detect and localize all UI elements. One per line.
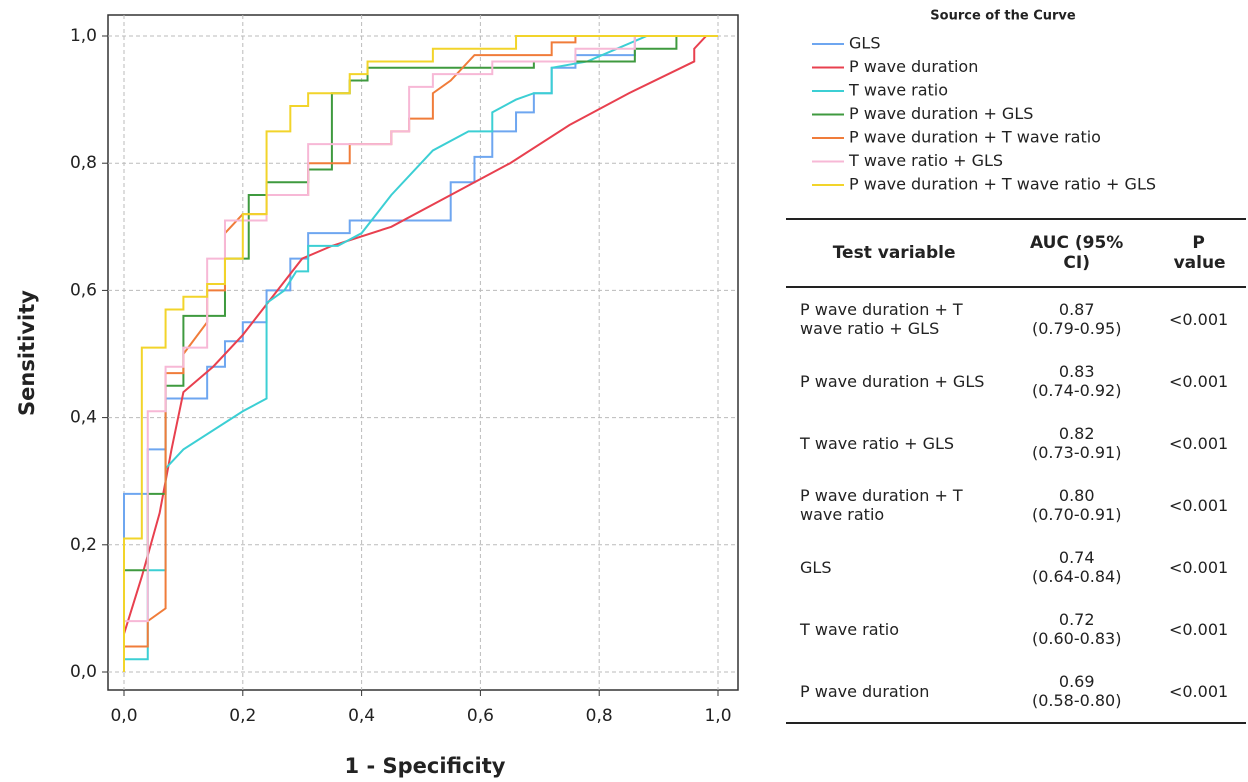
y-tick-label: 1,0 bbox=[70, 26, 97, 46]
variable-text: GLS bbox=[800, 557, 832, 577]
x-tick-label: 0,6 bbox=[467, 706, 494, 726]
auc-cell: 0.83 (0.74-0.92) bbox=[1002, 350, 1151, 412]
auc-value: 0.69 bbox=[1058, 672, 1095, 691]
auc-ci: (0.60-0.83) bbox=[1031, 629, 1122, 648]
auc-value: 0.87 bbox=[1058, 300, 1095, 319]
y-tick-label: 0,8 bbox=[70, 153, 97, 173]
table-row: P wave duration 0.69 (0.58-0.80) <0.001 bbox=[786, 660, 1246, 724]
variable-cell: P wave duration + GLS bbox=[786, 350, 1002, 412]
auc-ci: (0.70-0.91) bbox=[1031, 505, 1122, 524]
x-tick-label: 0,0 bbox=[110, 706, 137, 726]
auc-ci: (0.73-0.91) bbox=[1031, 443, 1122, 462]
p-cell: <0.001 bbox=[1168, 557, 1229, 577]
p-cell: <0.001 bbox=[1168, 433, 1229, 453]
x-tick-label: 0,8 bbox=[586, 706, 613, 726]
table-row: P wave duration + GLS 0.83 (0.74-0.92) <0.0… bbox=[786, 350, 1246, 412]
variable-cell: P wave duration + T wave ratio bbox=[786, 474, 1002, 536]
variable-text: P wave duration + T wave ratio + GLS bbox=[800, 300, 963, 338]
p-cell: <0.001 bbox=[1168, 619, 1229, 639]
y-tick-label: 0,0 bbox=[70, 662, 97, 682]
auc-cell: 0.87 (0.79-0.95) bbox=[1002, 287, 1151, 350]
variable-cell: P wave duration bbox=[786, 660, 1003, 724]
legend-label: P wave duration + T wave ratio + GLS bbox=[849, 175, 1156, 194]
table-row: GLS 0.74 (0.64-0.84) <0.001 bbox=[786, 536, 1246, 598]
auc-value: 0.74 bbox=[1058, 548, 1095, 567]
table-row: T wave ratio + GLS 0.82 (0.73-0.91) <0.001 bbox=[786, 412, 1246, 474]
variable-cell: GLS bbox=[786, 536, 1002, 598]
header-text: P value bbox=[1173, 233, 1226, 273]
variable-cell: T wave ratio bbox=[786, 598, 1002, 660]
header-cell: AUC (95% CI) bbox=[1002, 218, 1152, 288]
table-row: T wave ratio 0.72 (0.60-0.83) <0.001 bbox=[786, 598, 1246, 660]
auc-value: 0.80 bbox=[1058, 486, 1095, 505]
y-tick-label: 0,4 bbox=[70, 408, 97, 428]
y-tick-label: 0,6 bbox=[70, 280, 97, 300]
auc-ci: (0.74-0.92) bbox=[1031, 381, 1122, 400]
auc-cell: 0.80 (0.70-0.91) bbox=[1002, 474, 1151, 536]
roc-curve bbox=[124, 35, 718, 661]
x-tick-label: 1,0 bbox=[704, 706, 731, 726]
chart: 1 - Specificity Sensitivity 0,0 0,2 0,4 0,6… bbox=[15, 14, 739, 778]
auc-table: Test variable AUC (95% CI) P value P wav… bbox=[786, 218, 1246, 724]
header-text: AUC (95% CI) bbox=[1030, 233, 1124, 273]
p-cell: <0.001 bbox=[1168, 495, 1229, 515]
y-axis-label: Sensitivity bbox=[15, 290, 39, 416]
auc-cell: 0.74 (0.64-0.84) bbox=[1002, 536, 1151, 598]
auc-value: 0.83 bbox=[1058, 362, 1095, 381]
legend-title: Source of the Curve bbox=[930, 9, 1076, 24]
p-cell: <0.001 bbox=[1151, 660, 1246, 724]
variable-text: T wave ratio bbox=[800, 619, 900, 639]
plot-frame bbox=[107, 14, 739, 691]
legend-label: P wave duration + GLS bbox=[849, 104, 1033, 123]
variable-text: P wave duration + T wave ratio bbox=[800, 486, 963, 524]
auc-ci: (0.64-0.84) bbox=[1031, 567, 1122, 586]
auc-value: 0.82 bbox=[1058, 424, 1095, 443]
header-cell: P value bbox=[1151, 218, 1246, 288]
auc-value: 0.72 bbox=[1058, 610, 1095, 629]
auc-cell: 0.72 (0.60-0.83) bbox=[1002, 598, 1151, 660]
roc-curve bbox=[123, 35, 718, 672]
y-tick-label: 0,2 bbox=[70, 535, 97, 555]
legend-label: T wave ratio bbox=[848, 81, 948, 100]
legend-label: P wave duration + T wave ratio bbox=[849, 128, 1101, 147]
table-row: P wave duration + T wave ratio 0.80 (0.70-… bbox=[786, 474, 1246, 536]
variable-cell: T wave ratio + GLS bbox=[786, 412, 1002, 474]
auc-cell: 0.69 (0.58-0.80) bbox=[1002, 660, 1152, 724]
legend-label: GLS bbox=[849, 34, 880, 53]
roc-curve bbox=[123, 35, 718, 672]
table-row: P wave duration + T wave ratio + GLS 0.87… bbox=[786, 287, 1246, 350]
table-header: Test variable AUC (95% CI) P value bbox=[786, 218, 1246, 288]
legend-label: P wave duration bbox=[849, 57, 978, 76]
x-axis-label: 1 - Specificity bbox=[345, 754, 506, 778]
auc-cell: 0.82 (0.73-0.91) bbox=[1002, 412, 1151, 474]
p-cell: <0.001 bbox=[1168, 371, 1229, 391]
legend-label: T wave ratio + GLS bbox=[848, 151, 1003, 170]
variable-text: P wave duration bbox=[800, 681, 930, 701]
auc-ci: (0.79-0.95) bbox=[1031, 319, 1122, 338]
variable-text: T wave ratio + GLS bbox=[800, 433, 955, 453]
auc-ci: (0.58-0.80) bbox=[1031, 691, 1122, 710]
x-tick-label: 0,2 bbox=[229, 706, 256, 726]
legend: Source of the Curve GLS P wave duration T … bbox=[812, 9, 1156, 194]
header-cell: Test variable bbox=[786, 218, 1003, 288]
variable-text: P wave duration + GLS bbox=[800, 371, 985, 391]
x-tick-label: 0,4 bbox=[348, 706, 375, 726]
variable-cell: P wave duration + T wave ratio + GLS bbox=[786, 287, 1002, 350]
p-cell: <0.001 bbox=[1168, 309, 1229, 329]
